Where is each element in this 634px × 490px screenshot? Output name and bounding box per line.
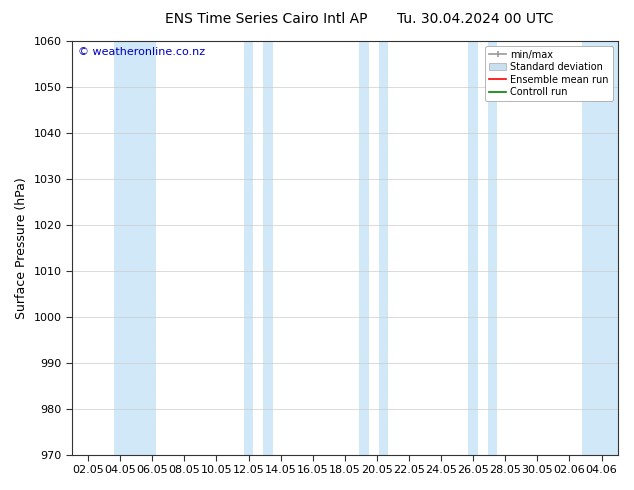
Bar	[243, 41, 254, 455]
Text: Tu. 30.04.2024 00 UTC: Tu. 30.04.2024 00 UTC	[398, 12, 553, 26]
Bar	[469, 41, 478, 455]
Text: ENS Time Series Cairo Intl AP: ENS Time Series Cairo Intl AP	[165, 12, 368, 26]
Bar	[114, 41, 155, 455]
Y-axis label: Surface Pressure (hPa): Surface Pressure (hPa)	[15, 177, 28, 318]
Bar	[378, 41, 388, 455]
Legend: min/max, Standard deviation, Ensemble mean run, Controll run: min/max, Standard deviation, Ensemble me…	[485, 46, 612, 101]
Text: © weatheronline.co.nz: © weatheronline.co.nz	[77, 47, 205, 57]
Bar	[488, 41, 497, 455]
Bar	[263, 41, 273, 455]
Bar	[582, 41, 618, 455]
Bar	[359, 41, 369, 455]
